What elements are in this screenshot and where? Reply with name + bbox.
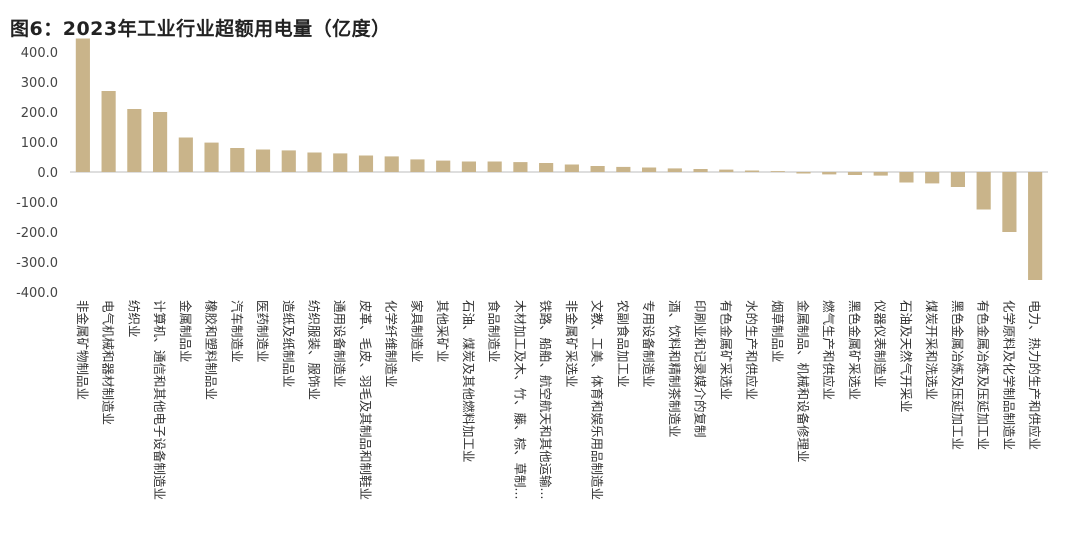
x-category-label: 其他采矿业: [435, 300, 450, 363]
x-category-label: 非金属矿物制品业: [75, 300, 90, 400]
x-category-label: 木材加工及木、竹、藤、棕、草制...: [512, 300, 527, 499]
x-category-label: 铁路、船舶、航空航天和其他运输...: [538, 300, 553, 499]
x-category-label: 化学纤维制造业: [384, 300, 399, 388]
bar: [822, 172, 837, 175]
bar: [899, 172, 914, 183]
bar: [873, 172, 888, 176]
x-category-label: 专用设备制造业: [641, 300, 656, 388]
y-tick-label: -300.0: [16, 256, 58, 271]
x-category-label: 非金属矿采选业: [564, 300, 579, 388]
bar: [461, 161, 476, 172]
bar: [1002, 172, 1017, 232]
bar: [590, 166, 605, 172]
bar: [976, 172, 991, 210]
bar: [564, 164, 579, 172]
x-category-label: 电力、热力的生产和供应业: [1027, 300, 1042, 450]
bar: [667, 168, 682, 172]
bar: [642, 167, 657, 172]
x-axis-labels: 非金属矿物制品业 电气机械和器材制造业 纺织业 计算机、通信和其他电子设备制造业 金属制…: [75, 300, 1042, 500]
x-category-label: 煤炭开采和洗选业: [924, 300, 939, 400]
x-category-label: 有色金属矿采选业: [718, 300, 733, 400]
bar: [770, 171, 785, 172]
x-category-label: 汽车制造业: [229, 300, 244, 363]
bar: [539, 163, 554, 172]
x-category-label: 有色金属冶炼及压延加工业: [976, 300, 991, 450]
bar: [410, 159, 425, 172]
x-category-label: 石油及天然气开采业: [898, 300, 913, 413]
x-category-label: 造纸及纸制品业: [281, 300, 296, 388]
x-category-label: 农副食品加工业: [615, 300, 630, 388]
bar: [230, 148, 245, 172]
x-category-label: 金属制品业: [178, 300, 193, 363]
x-category-label: 印刷业和记录媒介的复制: [693, 300, 708, 438]
x-category-label: 电气机械和器材制造业: [101, 300, 116, 425]
x-category-label: 化学原料及化学制品制造业: [1001, 300, 1016, 450]
bar: [719, 169, 734, 172]
bar: [796, 172, 811, 174]
x-category-label: 烟草制品业: [770, 300, 785, 363]
y-tick-label: -100.0: [16, 196, 58, 211]
x-category-label: 黑色金属矿采选业: [847, 300, 862, 400]
bar: [847, 172, 863, 175]
x-category-label: 计算机、通信和其他电子设备制造业: [152, 300, 167, 500]
y-tick-label: -200.0: [16, 226, 58, 241]
bar: [384, 156, 399, 172]
x-category-label: 通用设备制造业: [332, 300, 347, 388]
bar: [75, 38, 90, 172]
bar: [744, 170, 760, 172]
bar: [616, 166, 631, 172]
x-category-label: 文教、工美、体育和娱乐用品制造业: [590, 300, 605, 500]
x-category-label: 石油、煤炭及其他燃料加工业: [461, 300, 476, 463]
bar: [1028, 172, 1043, 280]
x-category-label: 黑色金属冶炼及压延加工业: [950, 300, 965, 450]
x-category-label: 食品制造业: [487, 300, 502, 363]
x-category-label: 纺织业: [126, 300, 141, 338]
chart-title: 图6：2023年工业行业超额用电量（亿度）: [10, 18, 391, 40]
bar: [333, 153, 348, 172]
x-category-label: 皮革、毛皮、羽毛及其制品和制鞋业: [358, 300, 373, 500]
y-tick-label: 200.0: [21, 106, 58, 121]
bar: [513, 162, 528, 172]
bar: [436, 160, 451, 172]
y-tick-label: -400.0: [16, 286, 58, 301]
bar: [255, 149, 271, 172]
bar: [127, 109, 142, 172]
x-category-label: 燃气生产和供应业: [821, 300, 836, 400]
bar: [281, 150, 296, 172]
x-category-label: 酒、饮料和精制茶制造业: [667, 300, 682, 438]
x-category-label: 纺织服装、服饰业: [307, 300, 322, 400]
y-axis: 400.0 300.0 200.0 100.0 0.0 -100.0 -200.0 -300.…: [16, 46, 1048, 301]
y-tick-label: 0.0: [37, 166, 58, 181]
bar: [693, 169, 708, 172]
bar: [307, 152, 322, 172]
bar: [178, 137, 193, 172]
bar: [204, 142, 219, 172]
y-tick-label: 100.0: [21, 136, 58, 151]
bar: [487, 161, 502, 172]
x-category-label: 水的生产和供应业: [744, 300, 759, 400]
bars: [75, 38, 1043, 280]
bar: [153, 112, 168, 172]
y-tick-label: 300.0: [21, 76, 58, 91]
bar: [358, 155, 374, 172]
bar: [925, 172, 940, 184]
bar: [950, 172, 965, 187]
x-category-label: 家具制造业: [409, 300, 424, 363]
bar: [101, 91, 116, 172]
x-category-label: 医药制造业: [255, 300, 270, 363]
y-tick-label: 400.0: [21, 46, 58, 61]
x-category-label: 仪器仪表制造业: [873, 300, 888, 388]
x-category-label: 橡胶和塑料制品业: [204, 300, 219, 400]
x-category-label: 金属制品、机械和设备修理业: [796, 300, 811, 463]
